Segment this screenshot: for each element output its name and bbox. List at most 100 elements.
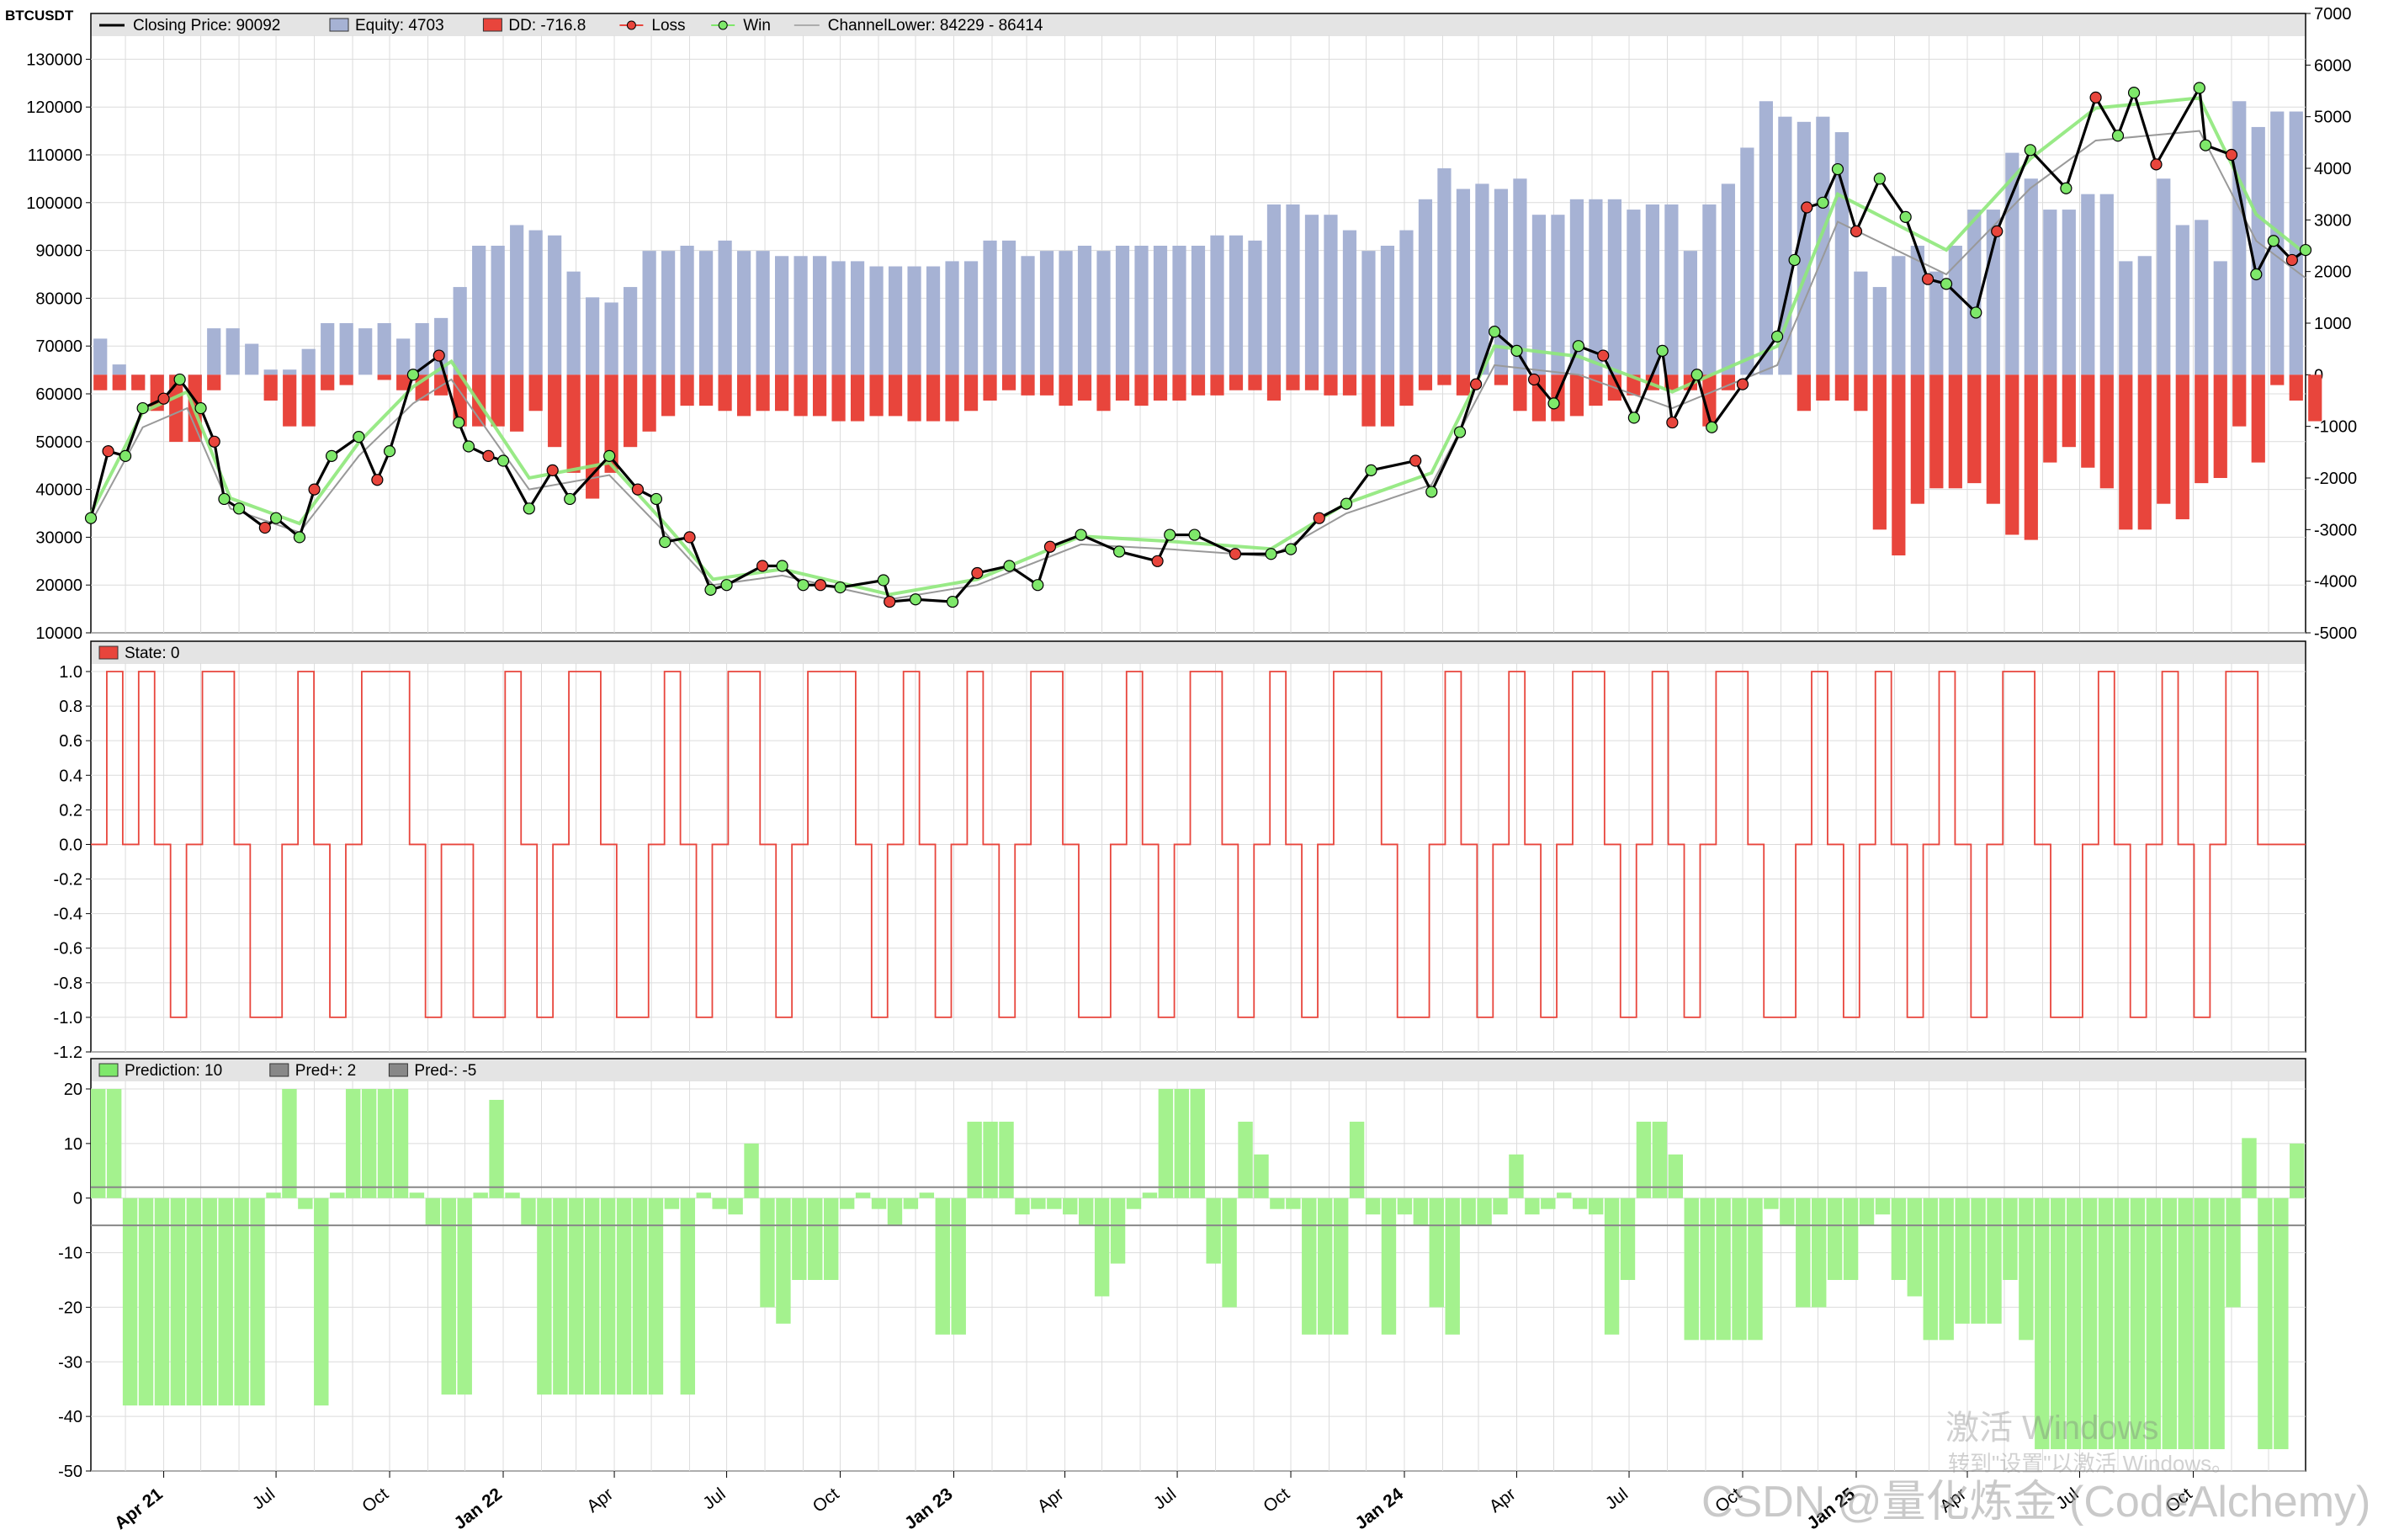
drawdown-bar [2024,374,2038,540]
legend-label: Closing Price: 90092 [133,17,280,35]
y-tick-label-right: -5000 [2314,624,2357,643]
drawdown-bar [1266,374,1282,401]
drawdown-bar [301,374,316,427]
win-marker [136,401,149,415]
drawdown-bar [1172,374,1186,401]
prediction-bar [361,1089,377,1198]
drawdown-bar [888,374,903,417]
equity-bar [1475,183,1489,375]
prediction-bar [1493,1197,1508,1215]
drawdown-bar [642,374,656,432]
prediction-bar [521,1197,536,1226]
win-marker [909,593,922,606]
equity-bar [1021,256,1035,375]
win-marker [877,574,889,587]
prediction-bar [1254,1154,1269,1198]
prediction-bar [839,1197,855,1209]
x-tick-label: Jul [1602,1484,1632,1514]
equity-bar [1172,246,1186,375]
win-marker [194,401,207,415]
equity-bar [1380,246,1395,375]
equity-bar [1134,246,1149,375]
prediction-bar [999,1121,1014,1198]
win-marker [406,369,420,381]
win-marker [1831,162,1844,176]
prediction-bar [2290,1143,2305,1198]
drawdown-bar [1324,374,1338,396]
equity-bar [528,230,543,375]
drawdown-bar [1134,374,1149,406]
equity-bar [869,266,884,375]
win-marker [2200,139,2212,151]
equity-bar [2289,111,2303,375]
equity-bar [1778,116,1792,375]
prediction-bar [1923,1197,1938,1341]
win-marker [1003,560,1016,572]
equity-bar [1286,204,1300,375]
win-marker [776,560,788,572]
drawdown-bar [2137,374,2152,530]
prediction-bar [2258,1197,2273,1450]
prediction-bar [1333,1197,1349,1335]
equity-bar [510,225,524,375]
drawdown-bar [1531,374,1547,422]
prediction-bar [2210,1197,2225,1450]
prediction-bar [1652,1121,1668,1198]
equity-bar [1702,204,1717,375]
equity-bar [1607,199,1622,375]
prediction-bar [696,1192,711,1198]
win-marker [1770,330,1784,343]
drawdown-bar [1304,374,1319,390]
loss-marker [482,449,495,462]
y-tick-label: 0.0 [59,836,82,854]
loss-marker [756,560,769,572]
equity-bar [699,251,714,375]
legend-item: Equity: 4703 [329,17,444,35]
win-marker [1547,397,1560,410]
prediction-bar [2162,1197,2178,1450]
activate-windows-subtitle: 转到"设置"以激活 Windows。 [1948,1451,2233,1476]
x-tick-label: Apr 21 [111,1484,167,1534]
drawdown-bar [850,374,865,422]
equity-bar [1627,210,1641,375]
y-tick-label-left: 80000 [35,289,82,308]
win-marker [462,440,475,453]
equity-bar [1645,204,1659,375]
equity-bar [1418,199,1433,375]
prediction-bar [138,1197,154,1406]
equity-bar [1986,210,2000,375]
win-marker [797,579,809,592]
y-tick-label-right: 3000 [2314,211,2352,230]
prediction-bar [1955,1197,1970,1324]
loss-marker [1666,416,1679,429]
y-tick-label-right: 2000 [2314,263,2352,282]
drawdown-bar [1967,374,1982,484]
equity-bar [396,338,411,375]
prediction-bar [537,1197,552,1395]
win-marker [1032,579,1044,592]
prediction-bar [744,1143,759,1198]
prediction-bar [1445,1197,1460,1335]
drawdown-bar [1986,374,2000,504]
equity-bar [1077,246,1092,375]
prediction-bar [1541,1197,1556,1209]
drawdown-bar [339,374,353,385]
drawdown-bar [1437,374,1452,385]
prediction-bar [377,1089,393,1198]
legend-item: Loss [619,17,686,35]
y-tick-label-left: 50000 [35,433,82,452]
y-tick-label-left: 60000 [35,385,82,404]
prediction-bar [569,1197,584,1395]
equity-bar [1191,246,1206,375]
legend-marker-dot [626,20,636,30]
y-tick-label-left: 130000 [26,50,82,69]
win-marker [603,449,616,462]
drawdown-bar [2175,374,2189,520]
y-tick-label-right: 5000 [2314,109,2352,127]
drawdown-bar [1380,374,1395,427]
equity-bar [831,261,846,375]
prediction-bar [2178,1197,2193,1450]
state-line [91,671,2306,1018]
prediction-bar [1318,1197,1333,1335]
equity-bar [491,246,505,375]
